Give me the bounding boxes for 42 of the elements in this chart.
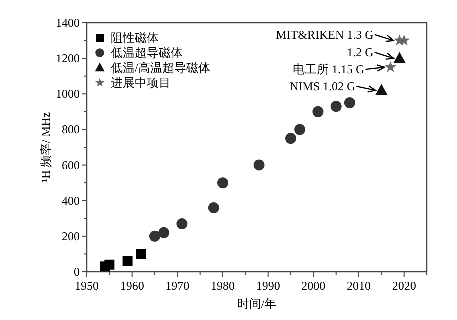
annotation: MIT&RIKEN 1.3 G (276, 28, 374, 42)
x-tick-label: 2020 (392, 279, 416, 293)
point (312, 106, 324, 118)
annotation: 1.2 G (347, 46, 374, 60)
point (218, 178, 228, 189)
annotation: NIMS 1.02 G (290, 80, 356, 94)
x-tick-label: 1950 (75, 279, 99, 293)
y-tick-label: 400 (62, 194, 80, 208)
y-axis-title: ¹H 频率/ MHz (39, 112, 53, 183)
y-tick-label: 600 (62, 158, 80, 172)
y-tick-label: 1200 (56, 52, 80, 66)
point (344, 98, 356, 109)
point (385, 61, 396, 72)
legend-label: 低温超导磁体 (111, 46, 183, 60)
point (136, 249, 146, 260)
point (150, 230, 160, 242)
point (376, 84, 388, 96)
point (208, 202, 220, 214)
point (330, 101, 342, 112)
y-tick-label: 0 (74, 265, 80, 279)
annotation: 电工所 1.15 G (293, 62, 366, 77)
x-tick-label: 1970 (166, 279, 190, 293)
x-tick-label: 2000 (302, 279, 326, 293)
point (176, 218, 188, 230)
y-tick-label: 800 (62, 122, 80, 137)
legend-label: 进展中项目 (111, 76, 171, 90)
y-tick-label: 1400 (56, 16, 80, 30)
point (394, 52, 406, 64)
point (158, 227, 170, 238)
x-axis-title: 时间/年 (237, 297, 277, 311)
point (254, 160, 265, 171)
point (286, 133, 296, 144)
x-tick-label: 1960 (120, 279, 144, 293)
point (294, 124, 306, 136)
point (122, 256, 133, 266)
x-tick-label: 1990 (256, 279, 280, 293)
x-tick-label: 2010 (347, 279, 371, 293)
x-tick-label: 1980 (211, 279, 235, 293)
y-tick-label: 200 (62, 229, 80, 244)
y-tick-label: 1000 (56, 87, 80, 102)
legend-label: 阻性磁体 (111, 31, 159, 45)
point (104, 260, 115, 270)
